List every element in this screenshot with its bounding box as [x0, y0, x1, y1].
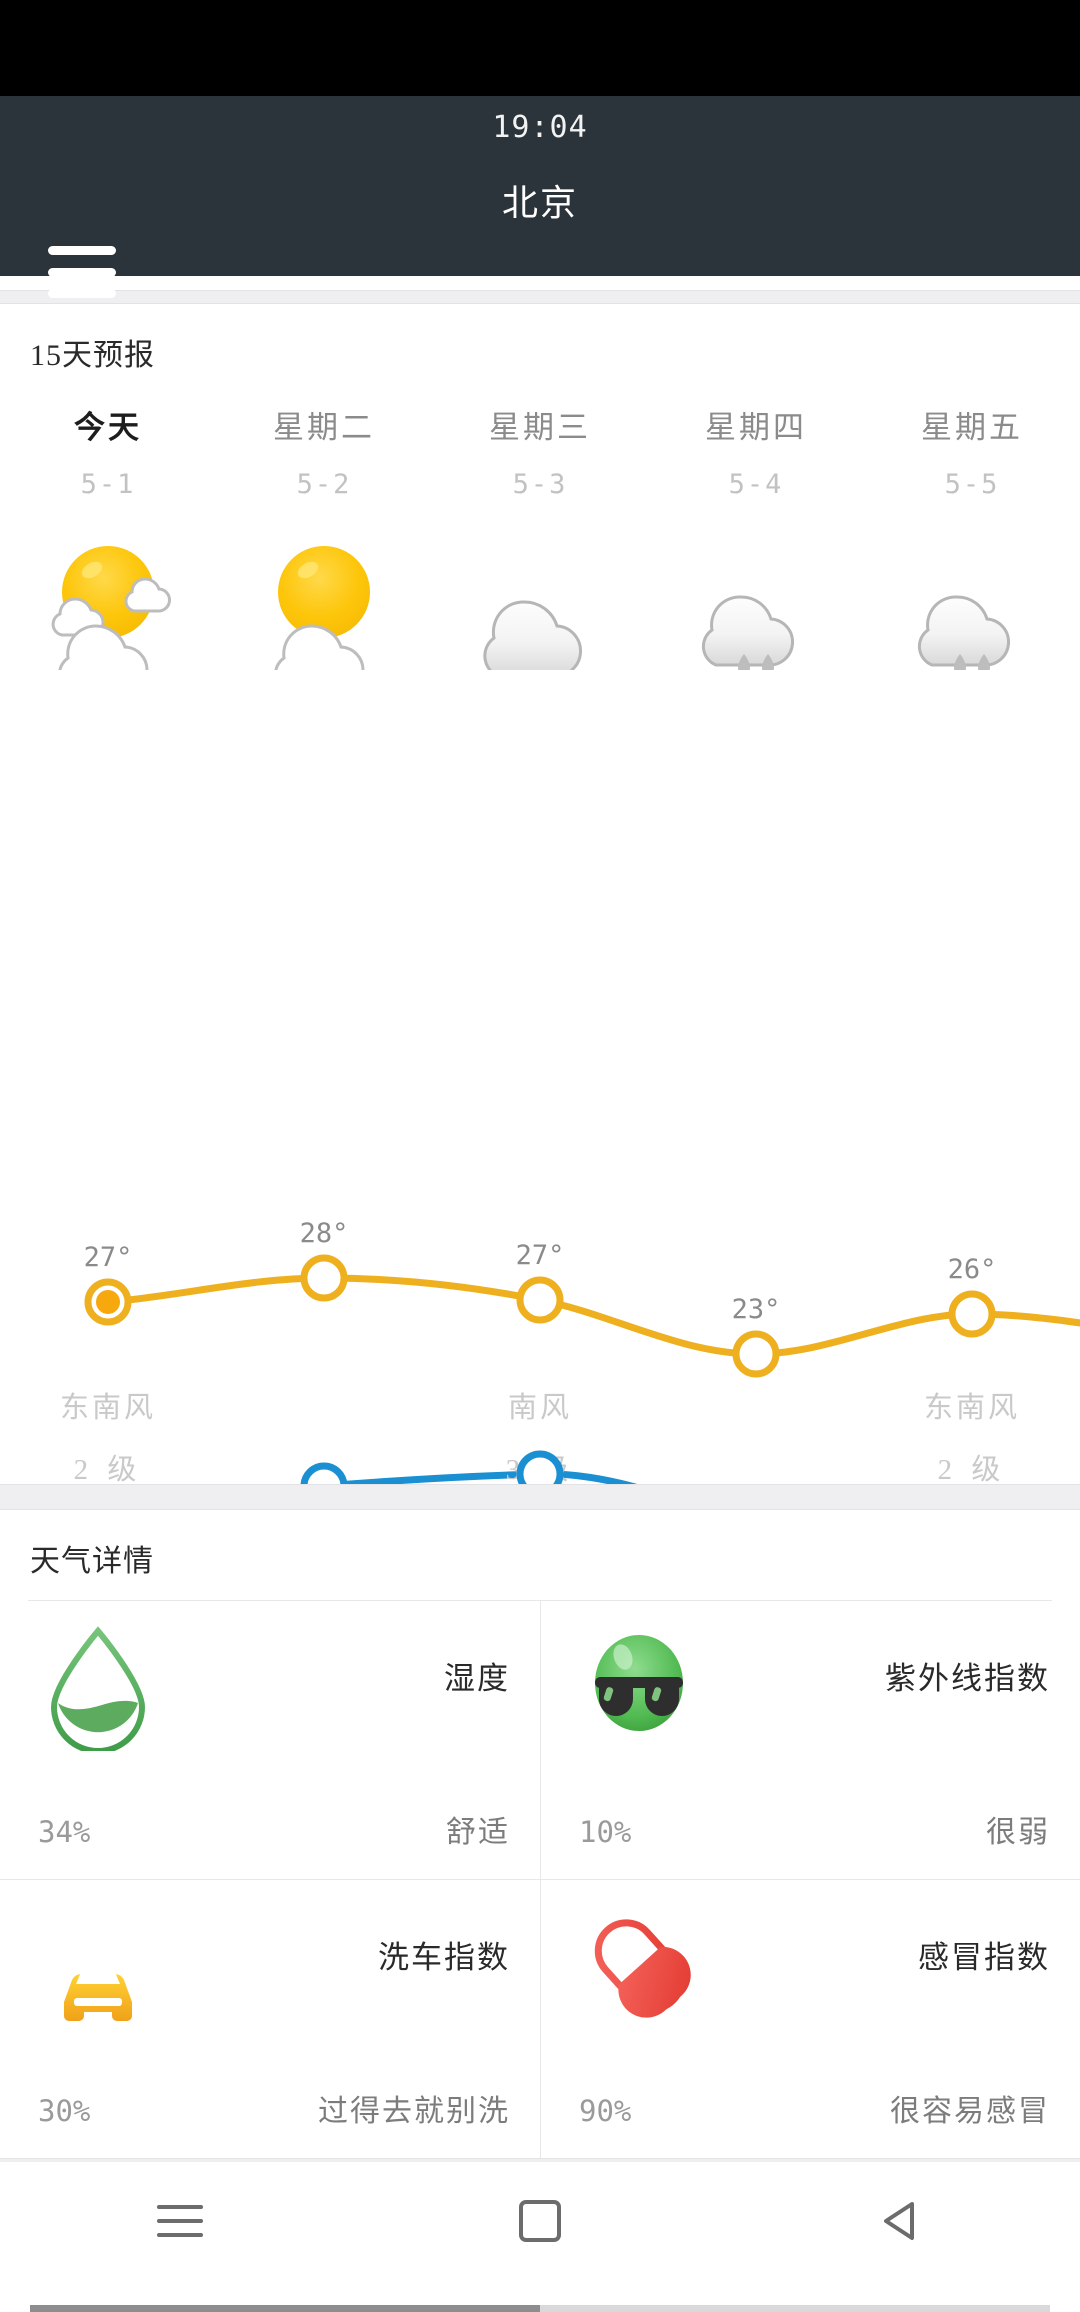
detail-label: 感冒指数 [918, 1940, 1050, 1975]
weather-icon-wrap [648, 530, 864, 680]
high-temp-dot [732, 1330, 780, 1378]
day-name: 星期五 [921, 410, 1023, 445]
wind-direction: 东南风 [923, 1392, 1020, 1424]
high-temp-dot [300, 1254, 348, 1302]
day-name: 星期三 [489, 410, 591, 445]
wind-level: 3 级 [505, 1454, 575, 1484]
forecast-day-column[interactable]: 星期四 5-4 东风 3 级 [648, 394, 864, 680]
back-button[interactable] [840, 2162, 960, 2280]
detail-value: 30% [38, 2094, 91, 2128]
wind-info: 南风 3 级 [432, 1384, 648, 1484]
high-temp-label: 23° [732, 1294, 781, 1325]
high-temp-label: 28° [300, 1218, 349, 1249]
recents-button[interactable] [120, 2162, 240, 2280]
section-divider [0, 1484, 1080, 1510]
rain-cloud-icon [701, 595, 795, 670]
high-temp-dot [516, 1276, 564, 1324]
hamburger-bar [48, 267, 116, 277]
sunglasses-icon [595, 1635, 683, 1731]
sun-behind-cloud-icon [274, 546, 370, 670]
hamburger-bar [48, 246, 116, 255]
cloud-icon [483, 600, 583, 670]
pill-capsule-icon [594, 1919, 691, 2018]
day-date: 5-4 [728, 469, 784, 500]
day-name: 星期四 [705, 410, 807, 445]
detail-cell-humidity[interactable]: 湿度 34% 舒适 [0, 1601, 540, 1879]
high-temp-line [104, 1274, 1080, 1358]
home-button[interactable] [480, 2162, 600, 2280]
weather-icon-wrap [432, 530, 648, 680]
forecast-track: 今天 5-1 [0, 394, 1080, 1484]
wind-info: 东南风 2 级 [0, 1384, 216, 1484]
sun-behind-clouds-icon [51, 546, 171, 670]
wind-direction: 东南风 [59, 1392, 156, 1424]
detail-description: 舒适 [446, 1816, 510, 1849]
water-drop-icon [50, 1626, 146, 1751]
details-top-rule [28, 1600, 1052, 1601]
weather-details-card: 天气详情 湿度 34% 舒适 [0, 1510, 1080, 2158]
day-date: 5-1 [80, 469, 136, 500]
detail-description: 过得去就别洗 [318, 2095, 510, 2128]
detail-label: 湿度 [444, 1661, 510, 1696]
weather-icon-wrap [864, 530, 1080, 680]
hamburger-bar [48, 289, 116, 298]
detail-description: 很容易感冒 [890, 2095, 1050, 2128]
forecast-card: 15天预报 今天 5-1 [0, 304, 1080, 1484]
day-date: 5-3 [512, 469, 568, 500]
forecast-day-column[interactable]: 星期五 5-5 北风 2 级 [864, 394, 1080, 680]
day-date: 5-2 [296, 469, 352, 500]
high-temp-dot [84, 1278, 132, 1326]
rain-cloud-icon [917, 595, 1011, 670]
home-square-icon [519, 2200, 561, 2242]
notch-strip [0, 0, 1080, 96]
details-section-title: 天气详情 [30, 1545, 154, 1578]
weather-icon-wrap [216, 530, 432, 680]
high-temp-label: 27° [516, 1240, 565, 1271]
wind-level: 2 级 [937, 1454, 1007, 1484]
wind-level: 2 级 [73, 1454, 143, 1484]
forecast-day-column[interactable]: 星期二 5-2 南风 3 级 [216, 394, 569, 1484]
status-time: 19:04 [492, 110, 588, 145]
forecast-scroller[interactable]: 今天 5-1 [0, 394, 1080, 1484]
android-nav-bar [0, 2162, 1080, 2280]
hamburger-menu-icon[interactable] [48, 246, 116, 298]
detail-value: 90% [579, 2094, 632, 2128]
low-temp-dot [300, 1462, 348, 1484]
wind-info: 东南风 2 级 [864, 1384, 1080, 1484]
page-title: 北京 [501, 183, 578, 223]
detail-description: 很弱 [986, 1816, 1050, 1849]
weather-icon-wrap [0, 530, 216, 680]
details-grid: 湿度 34% 舒适 [0, 1601, 1080, 2158]
section-divider [0, 290, 1080, 304]
details-row: 湿度 34% 舒适 [0, 1601, 1080, 1879]
high-temp-label: 26° [948, 1254, 997, 1285]
high-temp-dot-fill [96, 1290, 120, 1314]
detail-label: 紫外线指数 [885, 1661, 1050, 1696]
app-bar: 19:04 北京 [0, 96, 1080, 298]
detail-label: 洗车指数 [378, 1940, 510, 1975]
detail-cell-uv-index[interactable]: 紫外线指数 10% 很弱 [540, 1601, 1080, 1879]
car-wash-icon [59, 1913, 137, 2021]
detail-cell-car-wash[interactable]: 洗车指数 30% 过得去就别洗 [0, 1880, 540, 2158]
day-name: 今天 [74, 410, 142, 445]
detail-cell-cold-index[interactable]: 感冒指数 90% 很容易感冒 [540, 1880, 1080, 2158]
wind-direction: 南风 [507, 1392, 572, 1424]
forecast-day-column[interactable]: 星期三 5-3 东南风 [432, 394, 1017, 1484]
detail-value: 10% [579, 1815, 632, 1849]
menu-recents-icon [157, 2205, 203, 2237]
tab-underline-active [30, 2305, 540, 2312]
high-temp-dot [948, 1290, 996, 1338]
spacer [0, 276, 1080, 290]
high-temp-label: 27° [84, 1242, 133, 1273]
day-date: 5-5 [944, 469, 1000, 500]
back-triangle-icon [884, 2202, 914, 2240]
forecast-section-title: 15天预报 [30, 339, 155, 372]
detail-value: 34% [38, 1815, 91, 1849]
day-name: 星期二 [273, 410, 375, 445]
details-row: 洗车指数 30% 过得去就别洗 感冒指数 90% [0, 1879, 1080, 2158]
forecast-day-column[interactable]: 今天 5-1 [0, 394, 216, 1484]
